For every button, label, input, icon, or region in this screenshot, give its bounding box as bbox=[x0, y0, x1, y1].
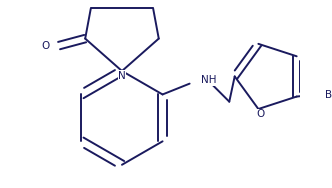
Text: N: N bbox=[118, 71, 126, 81]
Text: Br: Br bbox=[325, 90, 332, 100]
Text: O: O bbox=[42, 41, 50, 51]
Text: O: O bbox=[256, 109, 264, 119]
Text: NH: NH bbox=[201, 75, 217, 85]
